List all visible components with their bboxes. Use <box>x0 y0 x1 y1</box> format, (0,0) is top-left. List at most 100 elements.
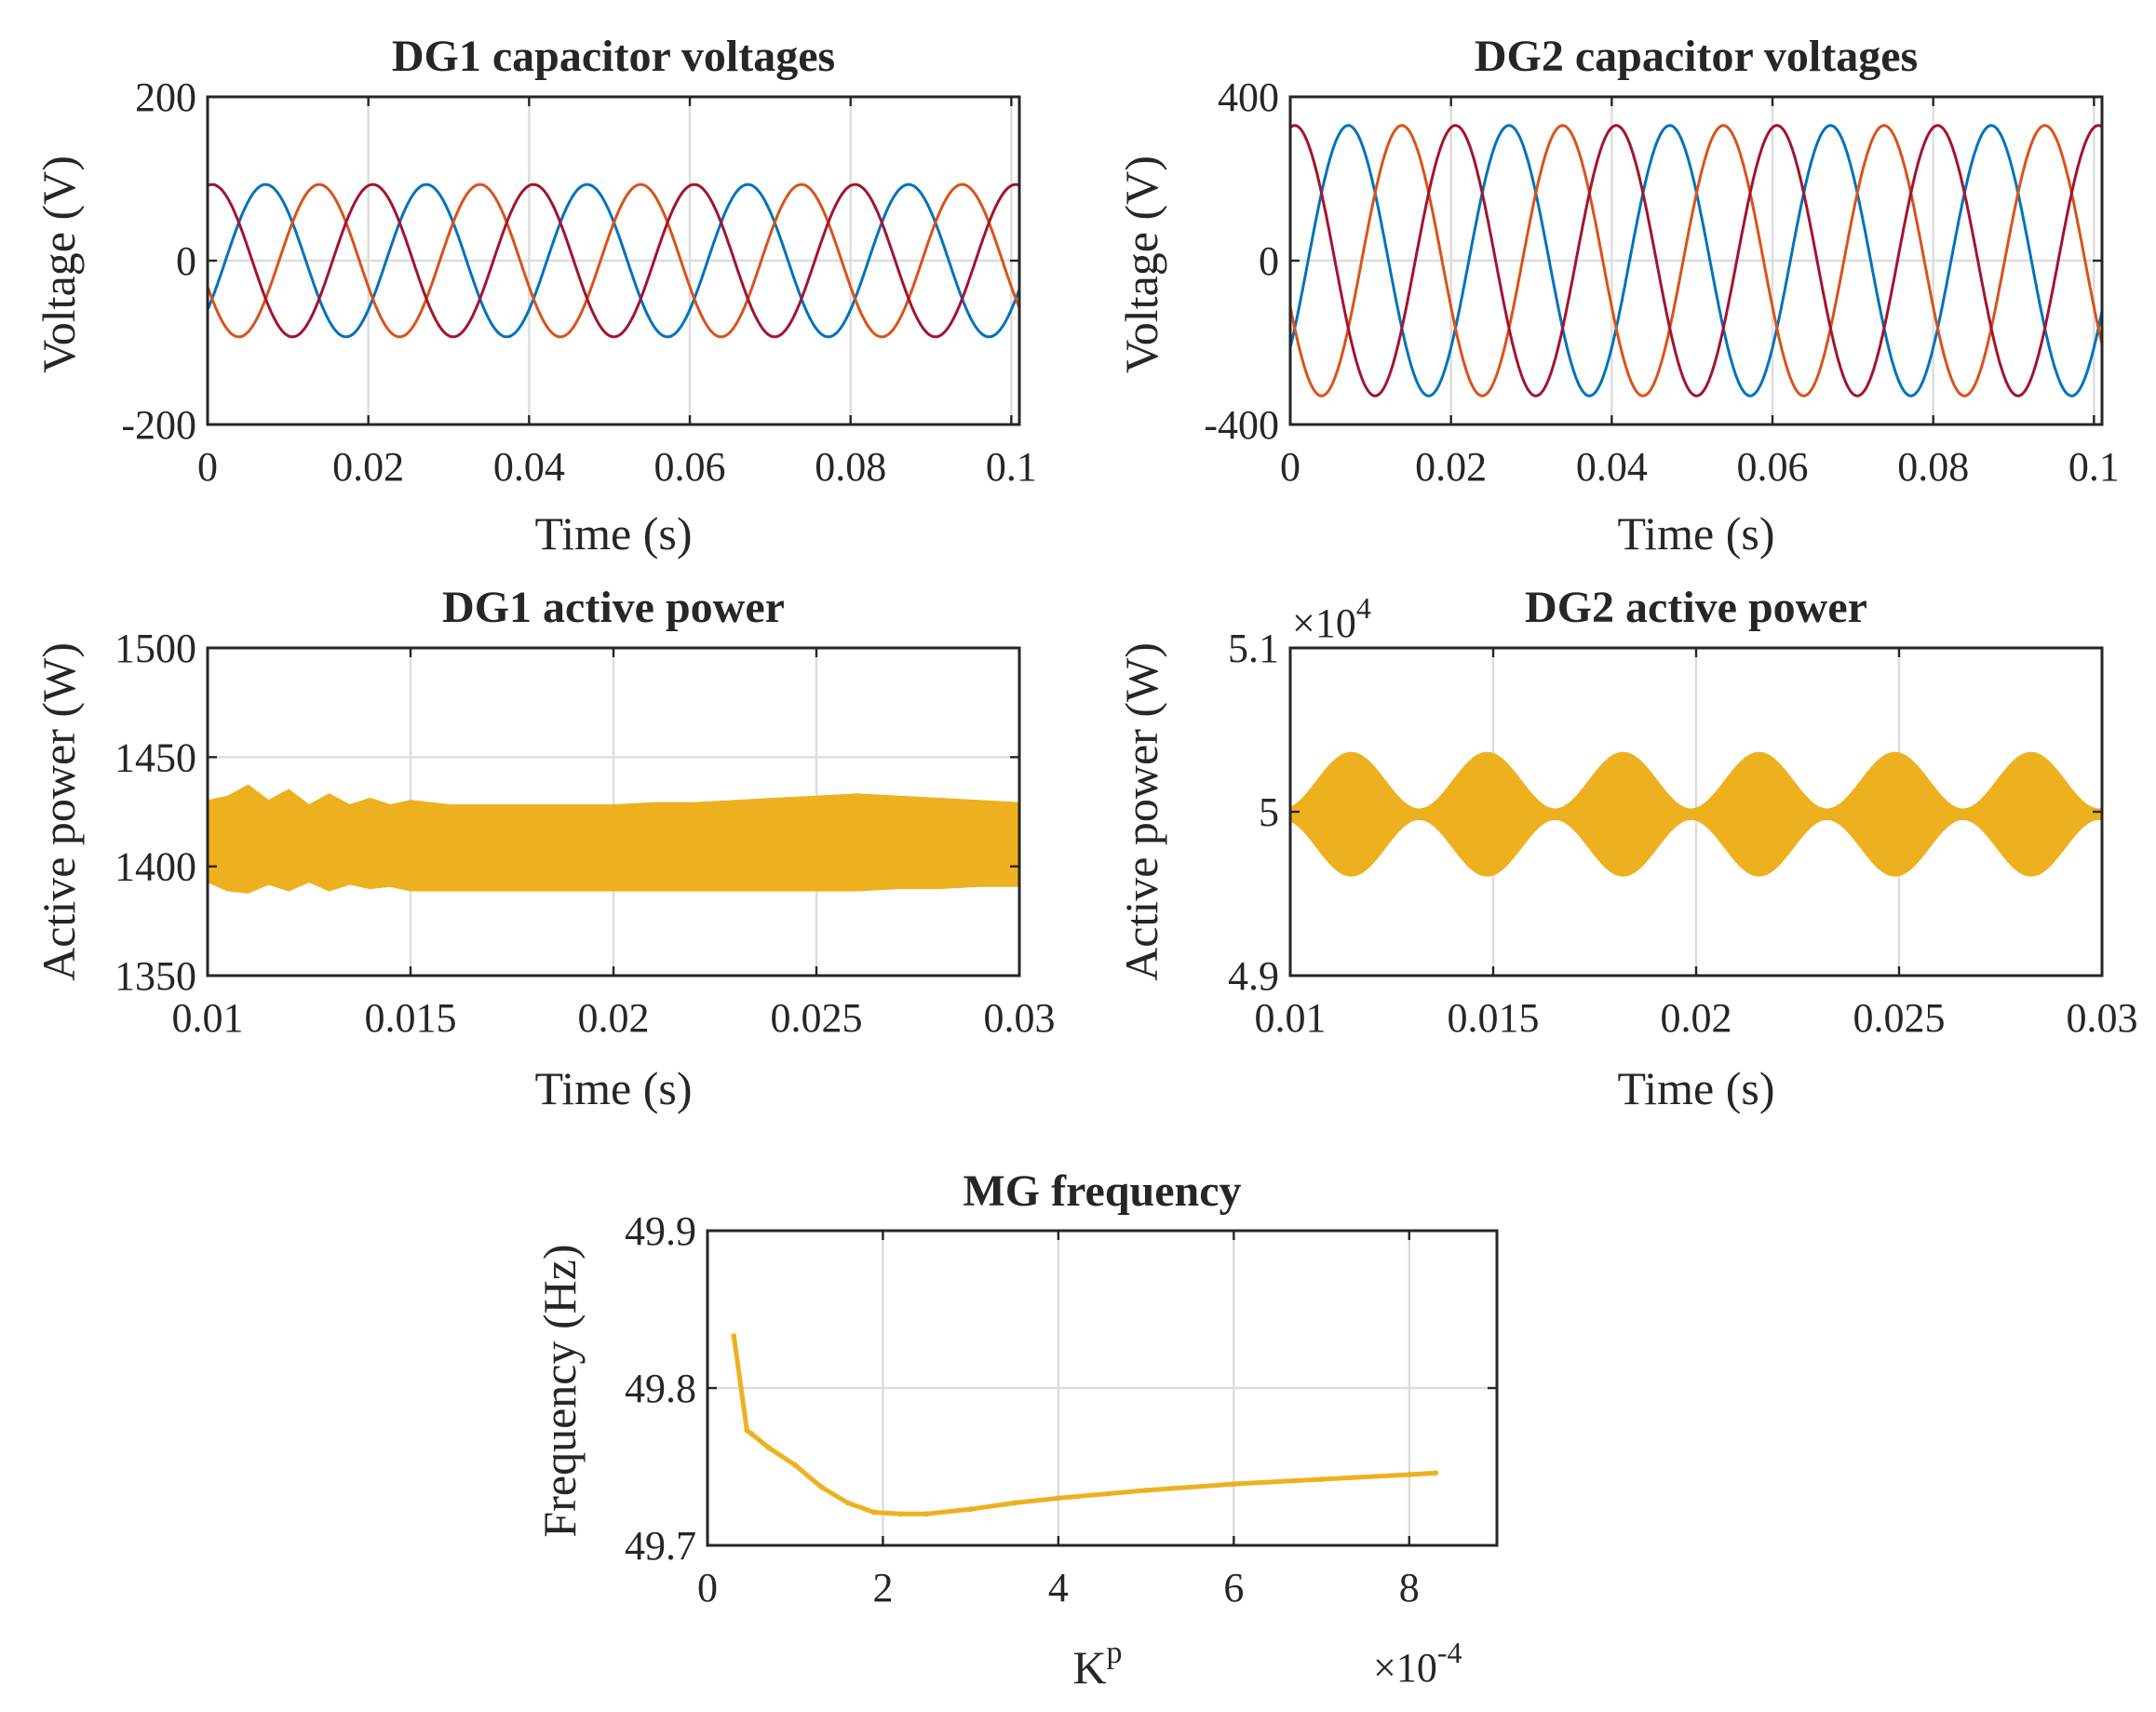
frequency-point <box>731 1333 737 1340</box>
x-tick-label: 0.1 <box>986 444 1037 490</box>
y-tick-label: 49.7 <box>625 1523 696 1569</box>
data-lines <box>731 1333 1438 1517</box>
frequency-point <box>766 1445 772 1451</box>
x-axis-label: Time (s) <box>1617 507 1774 559</box>
x-tick-label: 0 <box>1280 444 1300 490</box>
x-tick-label: 0.08 <box>815 444 886 490</box>
x-tick-label: 0 <box>697 1565 718 1611</box>
y-axis-multiplier: ×104 <box>1292 591 1371 646</box>
ticks: 0 2 4 6 8 49.7 49.8 49.9 <box>625 1208 1497 1611</box>
y-axis-label: Active power (W) <box>1115 642 1167 981</box>
x-tick-label: 0.01 <box>172 995 244 1041</box>
x-tick-label: 4 <box>1048 1565 1069 1611</box>
frequency-line <box>731 1335 1436 1517</box>
frequency-point <box>897 1511 904 1517</box>
phase-voltage-line <box>206 182 1021 339</box>
x-tick-label: 0 <box>197 444 218 490</box>
x-tick-label: 0.02 <box>1415 444 1487 490</box>
frequency-point <box>1011 1500 1017 1506</box>
plot-title: DG1 capacitor voltages <box>392 32 835 81</box>
x-tick-label: 0.08 <box>1897 444 1969 490</box>
x-tick-label: 0.04 <box>493 444 565 490</box>
y-tick-label: 49.9 <box>625 1208 696 1254</box>
y-tick-label: 400 <box>1218 74 1279 120</box>
x-tick-label: 0.02 <box>578 995 650 1041</box>
frequency-point <box>744 1427 750 1434</box>
x-tick-label: 0.1 <box>2068 444 2120 490</box>
phase-voltage-line <box>1289 124 2103 398</box>
dg1-voltage-plot: DG1 capacitor voltages Time (s) Voltage … <box>33 32 1037 559</box>
frequency-point <box>1406 1472 1412 1477</box>
frequency-point <box>923 1511 930 1517</box>
frequency-point <box>967 1506 974 1513</box>
frequency-point <box>1433 1470 1438 1476</box>
y-tick-label: 0 <box>1259 238 1279 284</box>
x-axis-label: Time (s) <box>534 507 692 559</box>
plot-title: MG frequency <box>963 1166 1241 1216</box>
grid <box>1288 95 2102 426</box>
x-axis-label: Time (s) <box>534 1062 692 1114</box>
y-tick-label: 4.9 <box>1228 953 1279 999</box>
grid <box>706 1229 1497 1547</box>
grid <box>206 95 1019 426</box>
x-tick-label: 2 <box>872 1565 893 1611</box>
x-tick-label: 6 <box>1223 1565 1244 1611</box>
y-tick-label: 200 <box>135 74 196 120</box>
dg1-power-plot: DG1 active power Time (s) Active power (… <box>33 583 1056 1114</box>
frequency-point <box>844 1500 851 1506</box>
x-tick-label: 0.03 <box>2067 995 2138 1041</box>
y-tick-label: 1500 <box>115 626 196 671</box>
plot-title: DG1 active power <box>442 583 785 632</box>
y-tick-label: 1450 <box>115 735 196 780</box>
frequency-point <box>1231 1481 1237 1488</box>
mg-frequency-plot: MG frequency Kp ×10-4 Frequency (Hz) 0 2 4… <box>533 1166 1499 1693</box>
x-axis-label: Time (s) <box>1617 1062 1774 1114</box>
phase-voltage-line <box>207 182 1020 339</box>
x-tick-label: 0.06 <box>654 444 726 490</box>
x-tick-label: 0.025 <box>771 995 863 1041</box>
x-tick-label: 0.015 <box>365 995 457 1041</box>
y-tick-label: -200 <box>121 402 196 448</box>
ticks: 0.01 0.015 0.02 0.025 0.03 1350 1400 1450 1500 <box>115 626 1056 1041</box>
x-tick-label: 0.025 <box>1853 995 1946 1041</box>
dg2-voltage-plot: DG2 capacitor voltages Time (s) Voltage … <box>1115 32 2120 559</box>
frequency-point <box>792 1462 799 1468</box>
phase-voltage-line <box>1288 124 2104 398</box>
frequency-point <box>1143 1487 1150 1493</box>
y-axis-label: Voltage (V) <box>33 155 85 373</box>
y-axis-label: Active power (W) <box>33 642 85 981</box>
x-tick-label: 0.03 <box>984 995 1056 1041</box>
frequency-point <box>1318 1476 1325 1482</box>
plot-title: DG2 active power <box>1525 583 1867 632</box>
x-tick-label: 8 <box>1399 1565 1420 1611</box>
data-lines <box>206 182 1021 339</box>
y-tick-label: 5 <box>1259 789 1279 835</box>
y-axis-label: Frequency (Hz) <box>533 1244 586 1537</box>
y-tick-label: -400 <box>1204 402 1279 448</box>
x-axis-label: Kp <box>1072 1636 1122 1693</box>
ticks: 0.01 0.015 0.02 0.025 0.03 4.9 5 5.1 <box>1228 626 2138 1041</box>
frequency-point <box>748 1431 755 1436</box>
y-tick-label: 49.8 <box>625 1366 696 1411</box>
data-lines <box>1288 124 2104 398</box>
dg2-power-plot: DG2 active power Time (s) Active power (… <box>1115 583 2138 1114</box>
frequency-point <box>871 1509 877 1516</box>
frequency-point <box>818 1484 825 1490</box>
x-tick-label: 0.015 <box>1448 995 1540 1041</box>
x-tick-label: 0.02 <box>332 444 404 490</box>
y-tick-label: 1400 <box>115 844 196 890</box>
y-tick-label: 5.1 <box>1228 626 1279 671</box>
x-tick-label: 0.06 <box>1737 444 1809 490</box>
plot-title: DG2 capacitor voltages <box>1475 32 1918 81</box>
x-tick-label: 0.04 <box>1576 444 1648 490</box>
y-tick-label: 1350 <box>115 953 196 999</box>
x-tick-label: 0.01 <box>1255 995 1327 1041</box>
y-tick-label: 0 <box>176 238 196 284</box>
x-axis-multiplier: ×10-4 <box>1373 1636 1462 1691</box>
y-axis-label: Voltage (V) <box>1115 155 1167 373</box>
x-tick-label: 0.02 <box>1661 995 1732 1041</box>
frequency-point <box>1055 1495 1061 1502</box>
